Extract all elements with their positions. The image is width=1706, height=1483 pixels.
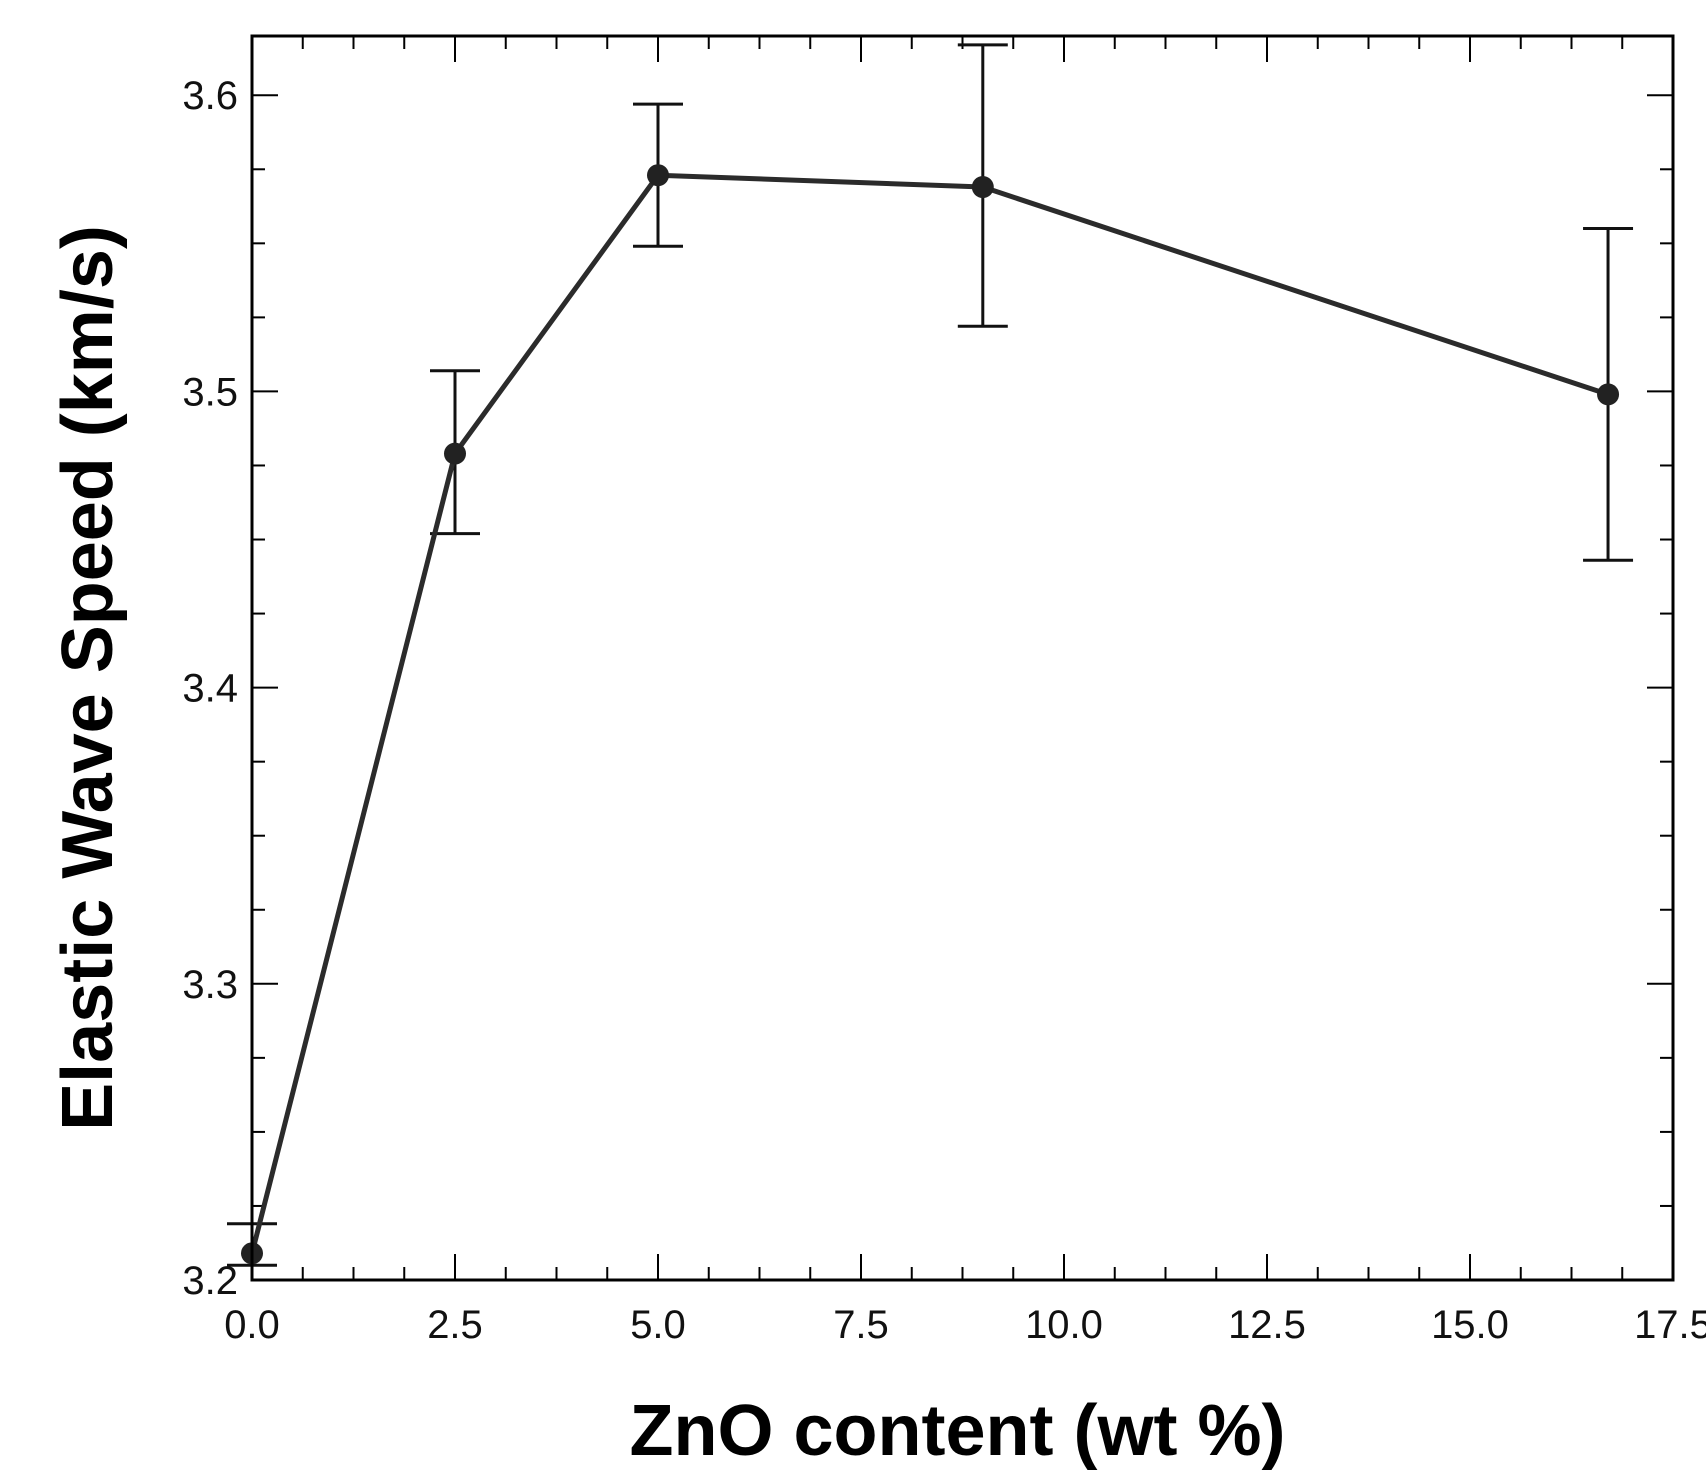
x-tick-label: 2.5 (427, 1303, 483, 1347)
plot-frame (250, 34, 1675, 1282)
data-point (444, 442, 466, 465)
data-point (971, 176, 994, 199)
y-axis-title: Elastic Wave Speed (km/s) (48, 225, 128, 1131)
y-tick-label: 3.2 (182, 1259, 238, 1303)
y-tick-label: 3.3 (182, 963, 238, 1007)
series-line-layer (249, 172, 1609, 1254)
x-tick-label: 0.0 (224, 1303, 280, 1347)
x-tick-label: 10.0 (1025, 1303, 1103, 1347)
y-tick-label: 3.4 (182, 667, 238, 711)
data-point (647, 164, 669, 187)
x-tick-label: 17.5 (1634, 1303, 1706, 1347)
x-axis-title: ZnO content (wt %) (630, 1391, 1286, 1471)
tick-labels: 0.0 2.5 5.0 7.5 10.0 12.5 15.0 17.5 3.2 3.3 3.4 3.5… (182, 74, 1706, 1347)
y-tick-label: 3.6 (182, 74, 238, 118)
data-point (1597, 383, 1620, 406)
y-tick-label: 3.5 (182, 370, 238, 414)
data-points (241, 164, 1620, 1265)
x-tick-label: 12.5 (1228, 1303, 1306, 1347)
axis-ticks (251, 36, 1674, 1281)
x-tick-label: 5.0 (630, 1303, 686, 1347)
error-bars (227, 43, 1634, 1267)
x-tick-label: 15.0 (1431, 1303, 1509, 1347)
series-line (249, 172, 1609, 1254)
x-tick-label: 7.5 (833, 1303, 889, 1347)
